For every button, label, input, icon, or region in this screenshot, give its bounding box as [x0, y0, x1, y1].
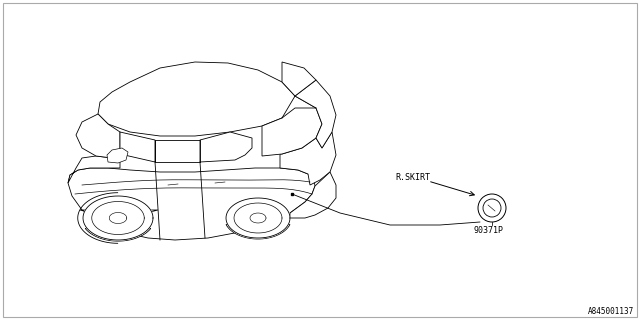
Polygon shape [200, 132, 252, 162]
Polygon shape [109, 212, 127, 223]
Polygon shape [83, 196, 153, 240]
Polygon shape [295, 80, 336, 148]
Polygon shape [107, 148, 128, 163]
Polygon shape [155, 140, 200, 162]
Polygon shape [68, 154, 120, 183]
Polygon shape [92, 202, 144, 235]
Text: R.SKIRT: R.SKIRT [395, 173, 430, 182]
Polygon shape [280, 132, 336, 185]
Text: 90371P: 90371P [473, 226, 503, 235]
Polygon shape [226, 215, 290, 239]
Polygon shape [80, 210, 158, 241]
Polygon shape [76, 114, 120, 158]
Polygon shape [250, 213, 266, 223]
Polygon shape [262, 96, 322, 156]
Ellipse shape [478, 194, 506, 222]
Polygon shape [98, 62, 295, 136]
Text: A845001137: A845001137 [588, 307, 634, 316]
Polygon shape [226, 198, 290, 238]
Ellipse shape [483, 199, 501, 217]
Polygon shape [234, 203, 282, 233]
Polygon shape [290, 172, 336, 218]
Polygon shape [282, 62, 316, 96]
Polygon shape [68, 168, 315, 240]
Polygon shape [120, 132, 155, 162]
